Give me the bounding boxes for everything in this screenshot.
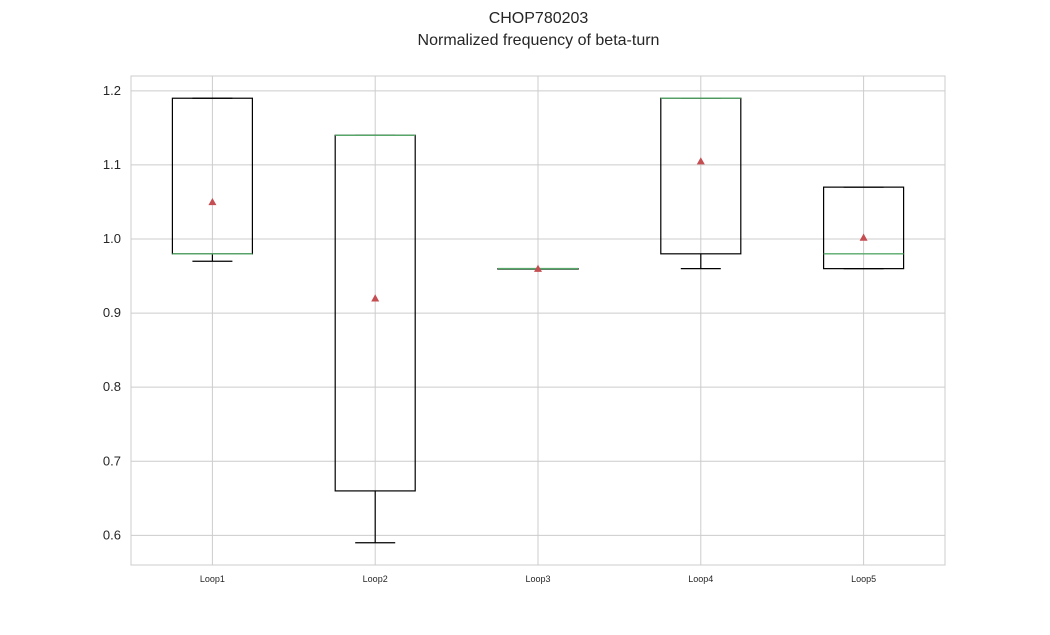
y-tick-label: 1.2 — [103, 83, 121, 98]
box-loop5 — [822, 186, 905, 270]
box-loop3 — [497, 264, 579, 272]
mean-marker — [859, 233, 868, 241]
chart-title: CHOP780203 — [488, 10, 589, 27]
x-tick-label: Loop1 — [200, 574, 225, 584]
y-tick-label: 0.9 — [103, 305, 121, 320]
chart-subtitle: Normalized frequency of beta-turn — [417, 32, 660, 49]
plot-frame — [130, 75, 946, 566]
x-axis-ticks: Loop1 Loop2 Loop3 Loop4 Loop5 — [200, 574, 876, 584]
mean-marker — [371, 294, 380, 302]
x-tick-label: Loop2 — [363, 574, 388, 584]
mean-marker — [534, 264, 542, 272]
boxes — [171, 97, 905, 544]
x-tick-label: Loop3 — [525, 574, 550, 584]
box-loop4 — [660, 97, 742, 270]
y-tick-label: 0.7 — [103, 453, 121, 468]
y-tick-label: 0.6 — [103, 527, 121, 542]
box-loop1 — [171, 97, 253, 262]
y-axis-ticks: 0.6 0.7 0.8 0.9 1.0 1.1 1.2 — [103, 83, 121, 543]
x-tick-label: Loop5 — [851, 574, 876, 584]
grid-lines — [131, 76, 945, 565]
mean-marker — [208, 197, 217, 206]
y-tick-label: 0.8 — [103, 379, 121, 394]
x-tick-label: Loop4 — [688, 574, 713, 584]
y-tick-label: 1.1 — [103, 157, 121, 172]
mean-marker — [696, 157, 705, 165]
iqr-box — [822, 186, 905, 270]
box-loop2 — [334, 134, 416, 544]
y-tick-label: 1.0 — [103, 231, 121, 246]
